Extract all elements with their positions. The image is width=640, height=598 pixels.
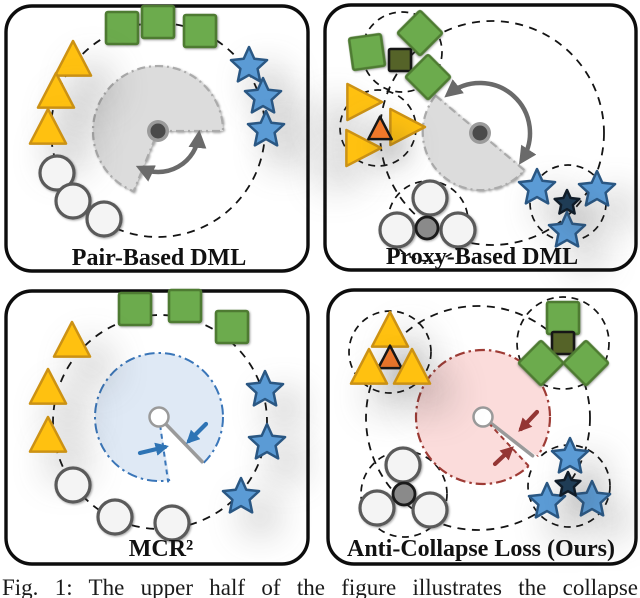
embedding-circle: [365, 305, 591, 531]
embedding-circle: [52, 314, 268, 530]
square-sample: [182, 13, 218, 49]
figure-caption: Fig. 1: The upper half of the figure ill…: [2, 575, 638, 598]
circle-sample: [384, 446, 422, 484]
square-sample: [396, 9, 444, 57]
square-sample: [214, 309, 250, 345]
center-dot: [472, 125, 488, 141]
circle-sample: [54, 182, 92, 220]
white-circle-cluster: [378, 179, 477, 249]
panel-pair-based-dml: Pair-Based DML: [4, 4, 310, 273]
circle-sample: [54, 466, 92, 504]
squeeze-arrow: [186, 421, 209, 444]
circle-sample: [85, 200, 123, 238]
circle-sample: [38, 154, 76, 192]
circle-sample: [153, 504, 191, 542]
center-circle: [148, 406, 170, 428]
circle-sample: [411, 491, 449, 529]
collapse-arrow: [444, 79, 537, 165]
panel-mcr2: MCR²: [4, 288, 310, 566]
square-sample: [562, 339, 610, 387]
squeeze-arrow: [518, 409, 540, 432]
proxy-circle: [414, 215, 440, 241]
panel-title-mcr2: MCR²: [129, 536, 194, 562]
square-sample: [545, 300, 581, 336]
green-square-samples: [104, 4, 218, 49]
radius-line-dashed: [487, 422, 531, 469]
circle-sample: [378, 211, 416, 249]
center-circle: [472, 406, 494, 428]
proxy-circle: [391, 481, 417, 507]
green-square-cluster: [517, 300, 610, 387]
square-sample: [517, 339, 565, 387]
squeeze-arrow: [137, 442, 169, 456]
panel-title-anti-collapse: Anti-Collapse Loss (Ours): [347, 536, 615, 562]
square-sample: [167, 288, 203, 324]
white-circle-cluster: [358, 446, 449, 529]
square-sample: [117, 291, 153, 327]
green-square-samples: [117, 288, 250, 345]
square-sample: [347, 32, 387, 72]
square-sample: [140, 4, 176, 40]
white-circle-samples: [54, 466, 191, 542]
circle-sample: [411, 179, 449, 217]
panel-title-proxy-based-dml: Proxy-Based DML: [386, 244, 578, 270]
proxy-square: [550, 330, 576, 356]
panel-title-pair-based-dml: Pair-Based DML: [72, 245, 246, 271]
green-square-cluster: [347, 9, 452, 101]
square-sample: [404, 53, 452, 101]
center-dot: [150, 123, 166, 139]
proxy-square: [387, 47, 413, 73]
squeeze-arrow: [492, 446, 514, 467]
panel-anti-collapse-loss: Anti-Collapse Loss (Ours): [328, 290, 638, 566]
panel-proxy-based-dml: Proxy-Based DML: [325, 3, 636, 272]
disk-notch: [159, 417, 208, 488]
circle-sample: [439, 211, 477, 249]
circle-sample: [358, 489, 396, 527]
collapse-arrow: [135, 129, 207, 182]
circle-sample: [96, 498, 134, 536]
square-sample: [104, 10, 140, 46]
cluster-circle: [516, 296, 610, 390]
white-circle-samples: [38, 154, 123, 238]
